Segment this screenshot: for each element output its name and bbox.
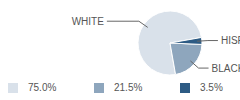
svg-text:HISPANIC: HISPANIC bbox=[221, 35, 232, 46]
html-text:21.5%: 21.5% bbox=[114, 82, 143, 93]
svg-text:BLACK: BLACK bbox=[212, 63, 232, 74]
svg-text:WHITE: WHITE bbox=[72, 16, 105, 27]
html-text:75.0%: 75.0% bbox=[28, 82, 57, 93]
html-text:3.5%: 3.5% bbox=[200, 82, 223, 93]
